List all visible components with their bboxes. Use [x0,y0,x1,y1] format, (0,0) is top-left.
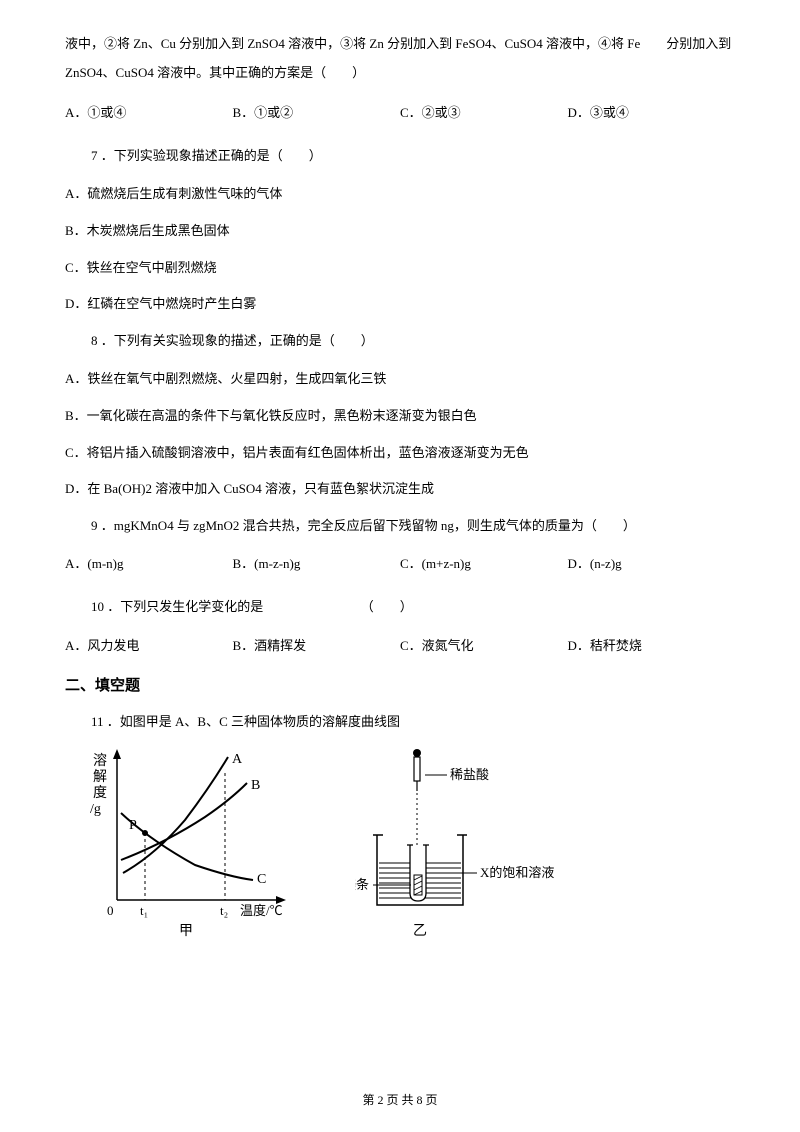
q9-opt-a: A．(m-n)g [65,550,233,579]
dropper-tube [414,757,420,781]
q10-opt-b: B．酒精挥发 [233,632,401,661]
figure-jia: 溶 解 度 /g 0 t₁ t₂ A B C [85,745,295,940]
q6-opt-a: A．①或④ [65,99,233,128]
page-footer: 第 2 页 共 8 页 [0,1091,800,1110]
q6-opt-c: C．②或③ [400,99,568,128]
q8-opt-d: D．在 Ba(OH)2 溶液中加入 CuSO4 溶液，只有蓝色絮状沉淀生成 [65,475,735,504]
origin-label: 0 [107,903,114,918]
q10-options: A．风力发电 B．酒精挥发 C．液氮气化 D．秸秆焚烧 [65,632,735,661]
q10-opt-c: C．液氮气化 [400,632,568,661]
q8-stem: 8 ．下列有关实验现象的描述，正确的是（ ） [65,327,735,356]
q10-stem: 10 ．下列只发生化学变化的是 （ ） [65,593,735,622]
q7-opt-b: B．木炭燃烧后生成黑色固体 [65,217,735,246]
q9-stem: 9 ．mgKMnO4 与 zgMnO2 混合共热，完全反应后留下残留物 ng，则… [65,512,735,541]
q9-opt-d: D．(n-z)g [568,550,736,579]
curve-b-label: B [251,778,260,793]
point-p [142,830,148,836]
solubility-curve-chart: 溶 解 度 /g 0 t₁ t₂ A B C [85,745,295,940]
q8-opt-b: B．一氧化碳在高温的条件下与氧化铁反应时，黑色粉末逐渐变为银白色 [65,402,735,431]
y-arrow [113,749,121,759]
figure-jia-caption: 甲 [179,924,193,939]
dropper-bulb [413,749,421,757]
q6-options: A．①或④ B．①或② C．②或③ D．③或④ [65,99,735,128]
t1-label: t₁ [140,903,148,918]
q10-opt-d: D．秸秆焚烧 [568,632,736,661]
t2-label: t₂ [220,903,228,918]
ylabel-2: 解 [93,769,107,785]
curve-a [123,757,228,873]
q6-opt-d: D．③或④ [568,99,736,128]
ylabel-4: /g [90,802,101,817]
q7-opt-c: C．铁丝在空气中剧烈燃烧 [65,254,735,283]
q8-opt-a: A．铁丝在氧气中剧烈燃烧、火星四射，生成四氧化三铁 [65,365,735,394]
ylabel-1: 溶 [93,753,107,769]
q11-stem: 11 ．如图甲是 A、B、C 三种固体物质的溶解度曲线图 [65,712,735,733]
figure-yi-caption: 乙 [413,923,427,939]
q7-stem: 7 ．下列实验现象描述正确的是（ ） [65,142,735,171]
question-continuation: 液中，②将 Zn、Cu 分别加入到 ZnSO4 溶液中，③将 Zn 分别加入到 … [65,30,735,87]
q9-options: A．(m-n)g B．(m-z-n)g C．(m+z-n)g D．(n-z)g [65,550,735,579]
curve-c-label: C [257,872,266,887]
figure-yi: 稀盐酸 镁条 [355,745,575,940]
section-2-title: 二、填空题 [65,674,735,698]
beaker-experiment-chart: 稀盐酸 镁条 [355,745,575,940]
acid-label: 稀盐酸 [450,767,489,782]
q9-opt-c: C．(m+z-n)g [400,550,568,579]
point-p-label: P [129,818,137,833]
q10-opt-a: A．风力发电 [65,632,233,661]
q9-opt-b: B．(m-z-n)g [233,550,401,579]
curve-a-label: A [232,752,243,767]
mg-label: 镁条 [355,877,369,892]
xlabel: 温度/℃ [240,903,283,918]
figures-row: 溶 解 度 /g 0 t₁ t₂ A B C [85,745,735,940]
x-label: X的饱和溶液 [480,865,554,880]
q7-opt-d: D．红磷在空气中燃烧时产生白雾 [65,290,735,319]
q7-opt-a: A．硫燃烧后生成有刺激性气味的气体 [65,180,735,209]
ylabel-3: 度 [93,785,107,801]
curve-c [121,813,253,880]
q6-opt-b: B．①或② [233,99,401,128]
q8-opt-c: C．将铝片插入硫酸铜溶液中，铝片表面有红色固体析出，蓝色溶液逐渐变为无色 [65,439,735,468]
